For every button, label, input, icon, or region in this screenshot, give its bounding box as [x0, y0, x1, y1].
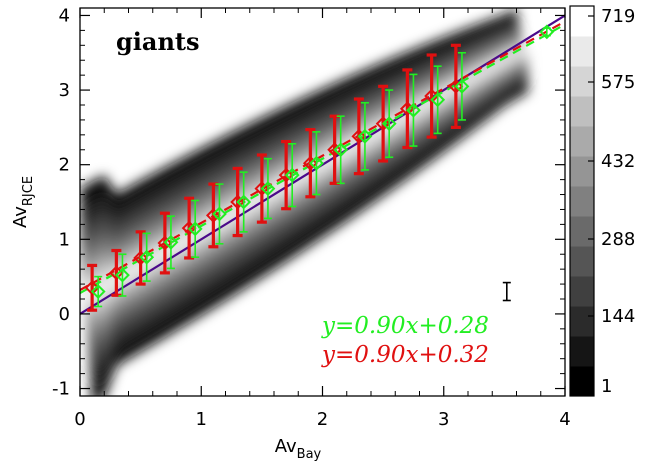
data-point — [236, 194, 252, 210]
data-point — [430, 92, 446, 108]
colorbar-level — [570, 186, 594, 217]
data-point — [157, 235, 173, 251]
x-axis-label: AvBay — [275, 436, 322, 462]
green-series — [90, 24, 555, 308]
colorbar-level — [570, 276, 594, 307]
data-point — [357, 128, 373, 144]
x-axis: 0 1 2 3 4 — [74, 8, 571, 430]
one-to-one-line — [80, 14, 565, 315]
colorbar-level — [570, 336, 594, 367]
data-point — [539, 24, 555, 40]
fit-line-1 — [80, 23, 565, 294]
colorbar-level — [570, 366, 594, 397]
y-tick-label: -1 — [52, 379, 70, 400]
data-point — [139, 249, 155, 265]
colorbar: 719 575 432 288 144 1 — [569, 5, 635, 397]
y-axis: -1 0 1 2 3 4 — [52, 5, 565, 400]
colorbar-level — [570, 246, 594, 277]
red-fit-label: y=0.90x+0.32 — [321, 342, 489, 368]
y-tick-label: 3 — [59, 80, 70, 101]
data-point — [454, 78, 470, 94]
x-tick-label: 0 — [74, 409, 85, 430]
colorbar-tick-label: 144 — [601, 306, 635, 327]
panel-label: giants — [116, 27, 200, 56]
data-point — [254, 181, 270, 196]
colorbar-level — [570, 36, 594, 67]
data-point — [84, 280, 100, 296]
data-point — [230, 194, 246, 210]
x-tick-label: 2 — [317, 409, 328, 430]
x-tick-label: 4 — [559, 409, 570, 430]
green-fit-label: y=0.90x+0.28 — [321, 313, 489, 339]
data-point — [187, 221, 203, 237]
colorbar-level — [570, 126, 594, 157]
data-point — [406, 102, 421, 118]
binned-points — [84, 24, 555, 312]
colorbar-tick-label: 288 — [601, 229, 635, 250]
data-point — [278, 167, 294, 183]
colorbar-tick-label: 1 — [601, 376, 612, 397]
colorbar-level — [570, 6, 594, 37]
data-point — [381, 116, 397, 132]
data-point — [424, 88, 440, 104]
data-point — [133, 250, 149, 266]
data-point — [309, 155, 324, 171]
y-tick-label: 0 — [59, 304, 70, 325]
data-point — [163, 234, 179, 250]
colorbar-level — [570, 306, 594, 337]
colorbar-level — [570, 66, 594, 97]
y-tick-label: 4 — [59, 5, 70, 26]
y-tick-label: 2 — [59, 155, 70, 176]
colorbar-frame — [569, 5, 595, 397]
y-axis-label: AvRJCE — [10, 176, 36, 228]
colorbar-tick-label: 719 — [601, 6, 635, 27]
data-point — [333, 142, 349, 158]
x-tick-label: 1 — [196, 409, 207, 430]
data-point — [115, 267, 130, 283]
y-tick-label: 1 — [59, 229, 70, 250]
data-point — [327, 142, 343, 158]
colorbar-level — [570, 96, 594, 127]
data-point — [448, 78, 464, 94]
data-point — [375, 116, 391, 132]
colorbar-tick-label: 432 — [601, 151, 635, 172]
data-point — [302, 155, 318, 171]
data-point — [205, 208, 221, 223]
data-point — [90, 284, 106, 299]
data-point — [212, 206, 227, 222]
data-point — [284, 167, 300, 183]
colorbar-level — [570, 216, 594, 247]
data-point — [260, 181, 276, 196]
data-point — [351, 128, 367, 144]
x-tick-label: 3 — [438, 409, 449, 430]
colorbar-tick-label: 575 — [601, 72, 635, 93]
